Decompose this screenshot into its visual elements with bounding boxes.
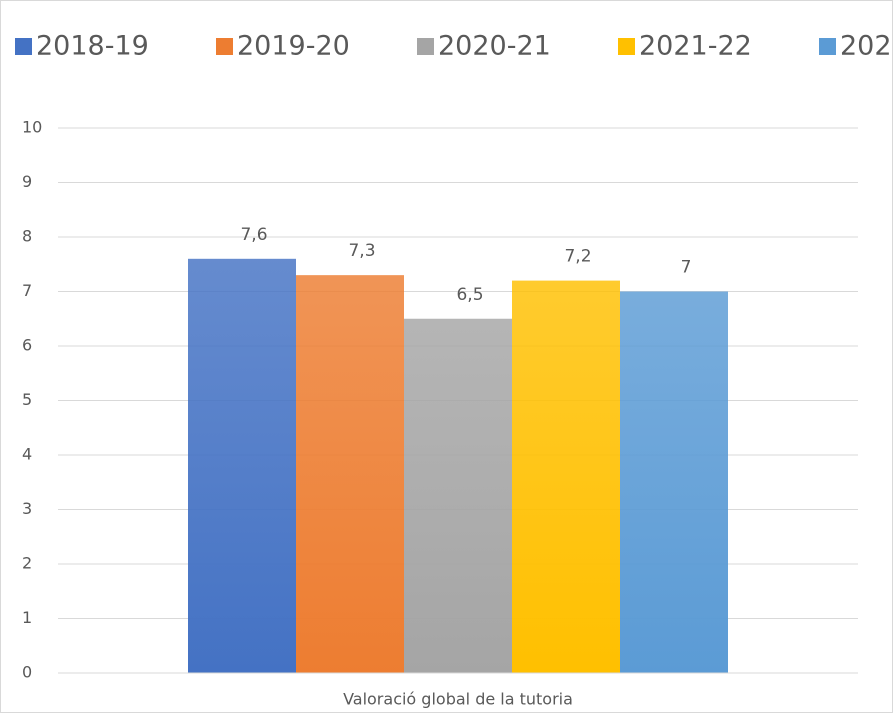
legend-swatch: [417, 38, 434, 55]
y-tick-label: 3: [22, 499, 32, 518]
y-tick-label: 6: [22, 336, 32, 355]
legend-label: 2022-23: [840, 31, 893, 62]
legend-swatch: [15, 38, 32, 55]
y-tick-label: 1: [22, 608, 32, 627]
legend-label: 2021-22: [639, 31, 752, 62]
y-tick-label: 4: [22, 445, 32, 464]
legend-label: 2019-20: [237, 31, 350, 62]
data-label: 7: [681, 258, 692, 278]
bar: [188, 258, 296, 673]
y-tick-label: 0: [22, 663, 32, 682]
legend-swatch: [618, 38, 635, 55]
bar: [620, 291, 728, 673]
legend-label: 2020-21: [438, 31, 551, 62]
x-tick-label: Valoració global de la tutoria: [343, 690, 573, 709]
y-tick-label: 9: [22, 172, 32, 191]
legend-swatch: [819, 38, 836, 55]
y-tick-label: 5: [22, 390, 32, 409]
y-tick-label: 7: [22, 281, 32, 300]
y-tick-label: 10: [22, 118, 42, 137]
y-tick-label: 8: [22, 227, 32, 246]
data-label: 7,6: [240, 225, 267, 245]
legend-label: 2018-19: [36, 31, 149, 62]
y-tick-label: 2: [22, 554, 32, 573]
data-label: 7,3: [348, 241, 375, 261]
data-label: 6,5: [456, 285, 483, 305]
bar: [512, 280, 620, 673]
bar: [296, 275, 404, 673]
data-label: 7,2: [564, 247, 591, 267]
legend-swatch: [216, 38, 233, 55]
bar: [404, 318, 512, 673]
